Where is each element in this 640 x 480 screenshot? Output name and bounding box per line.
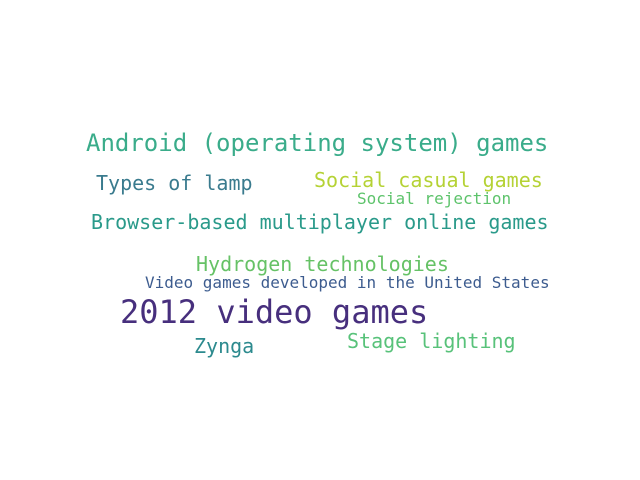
- word-social-casual-games: Social casual games: [314, 168, 543, 192]
- word-2012-video-games: 2012 video games: [120, 293, 429, 331]
- word-hydrogen-technologies: Hydrogen technologies: [196, 252, 449, 276]
- word-browser-based-multiplayer-online-games: Browser-based multiplayer online games: [91, 210, 549, 234]
- word-social-rejection: Social rejection: [357, 189, 512, 208]
- word-video-games-developed-in-the-united-states: Video games developed in the United Stat…: [145, 273, 550, 292]
- word-android-operating-system-games: Android (operating system) games: [86, 129, 549, 157]
- word-types-of-lamp: Types of lamp: [96, 171, 253, 195]
- word-zynga: Zynga: [194, 334, 255, 358]
- word-stage-lighting: Stage lighting: [347, 329, 516, 353]
